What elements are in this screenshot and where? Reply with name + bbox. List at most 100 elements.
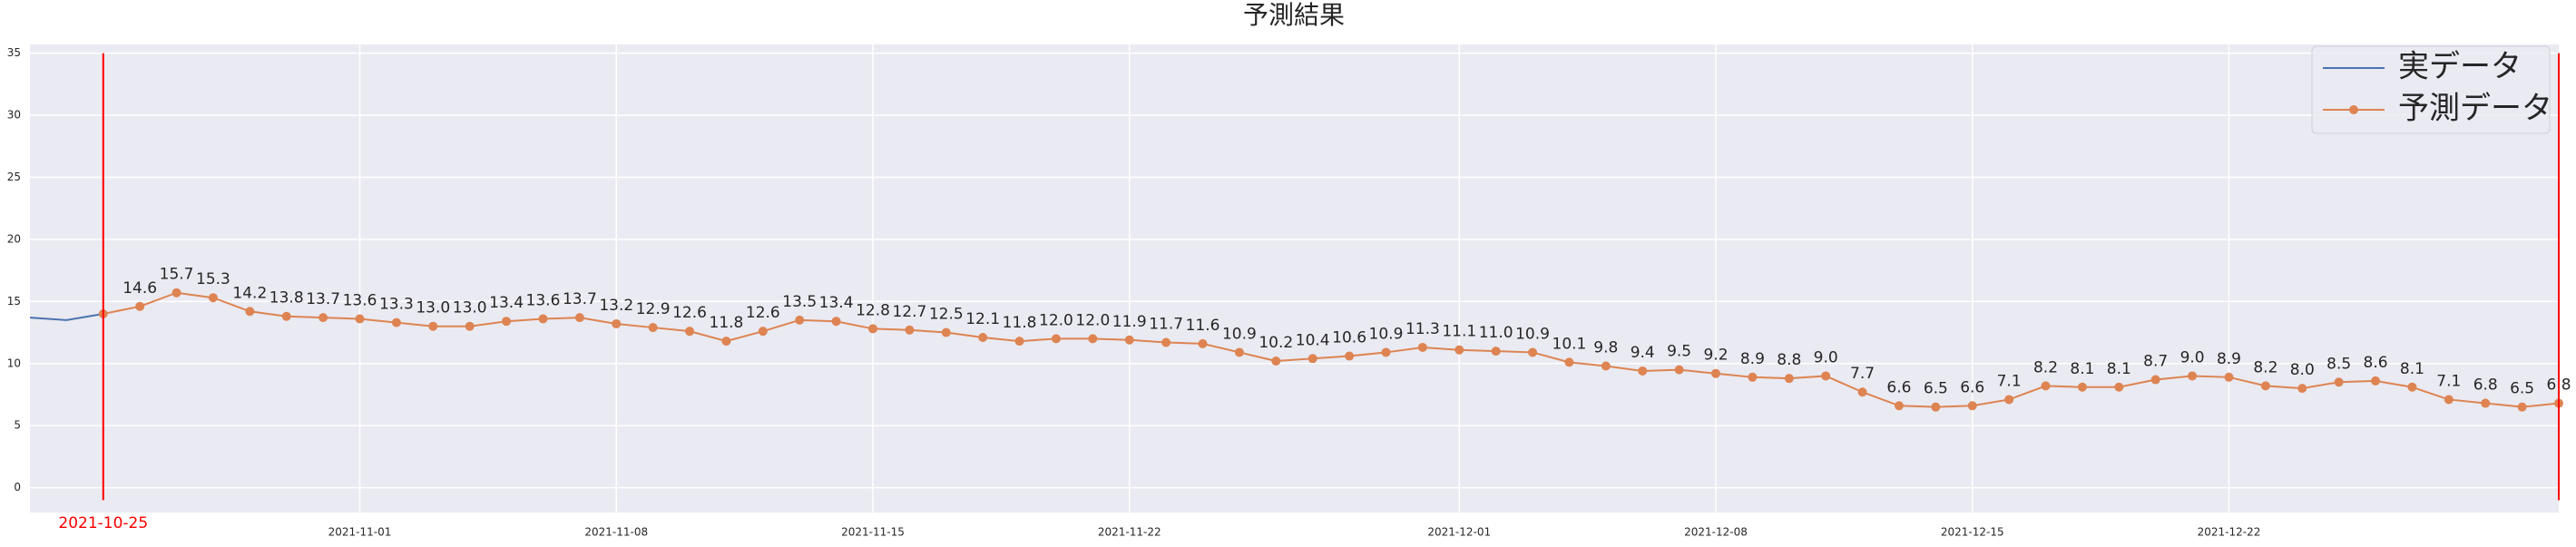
point [1748,372,1758,382]
point [2444,395,2454,405]
line [29,313,103,321]
point [1821,371,1831,381]
data-label: 13.7 [563,290,597,308]
point [171,288,181,298]
data-label: 8.2 [2253,358,2277,376]
legend-label: 予測データ [2398,91,2552,127]
data-label: 6.5 [1924,380,1948,398]
y-tick-label: 25 [7,171,21,183]
point [2004,395,2014,405]
point [1601,361,1611,371]
point [2371,376,2381,386]
data-label: 14.6 [122,279,157,298]
point [2041,381,2051,391]
point [281,311,291,321]
data-label: 6.5 [2510,380,2534,398]
point [1014,337,1024,347]
y-tick-label: 15 [7,295,21,308]
data-label: 14.2 [232,284,267,302]
x-tick-label: 2021-11-15 [841,526,905,539]
data-label: 6.8 [2473,376,2498,395]
point [208,293,218,303]
data-label: 8.2 [2033,358,2058,376]
point [2517,402,2527,412]
point [502,317,512,327]
data-label: 9.2 [1703,347,1728,365]
data-label: 10.4 [1296,331,1330,349]
point [868,324,877,334]
data-label: 11.8 [710,314,744,332]
data-label: 6.6 [1960,378,1984,396]
point [978,333,988,343]
data-label: 12.7 [892,303,926,321]
point [2260,381,2270,391]
point [1271,357,1281,366]
data-label: 13.3 [379,296,414,314]
data-label: 13.4 [489,294,524,312]
point [2297,384,2307,394]
point [831,317,841,327]
x-tick-label: 2021-11-08 [584,526,648,539]
point [574,313,584,323]
point [1638,366,1648,376]
data-label: 13.0 [416,299,450,317]
point [391,317,401,327]
data-label: 11.3 [1406,320,1440,338]
data-label: 15.7 [160,266,194,284]
point [758,327,768,337]
y-tick-label: 5 [14,419,21,432]
point [1857,387,1867,397]
point [465,321,475,331]
point [428,321,438,331]
point [2334,377,2344,387]
point [1088,334,1098,344]
point [1491,347,1501,357]
annotation: 2021-10-25 [58,514,148,532]
data-label: 8.9 [2217,350,2241,368]
point [1345,351,1355,361]
y-tick-label: 35 [7,46,21,59]
point [2077,382,2087,392]
data-label: 11.9 [1112,313,1147,331]
y-tick-label: 30 [7,109,21,122]
point [1711,368,1720,378]
data-label: 10.9 [1222,325,1257,343]
data-label: 9.0 [2180,348,2205,366]
data-label: 8.0 [2290,361,2315,379]
point [2481,398,2491,408]
point [795,315,805,325]
point [1528,347,1538,357]
data-label: 8.1 [2400,360,2424,378]
x-tick-label: 2021-11-01 [328,526,392,539]
point [648,323,658,333]
point [685,327,695,337]
data-label: 8.9 [1740,350,1765,368]
line [103,291,2560,408]
point [1417,342,1427,352]
data-label: 9.0 [1814,348,1838,366]
data-label: 7.7 [1850,365,1875,383]
data-label: 11.8 [1003,314,1037,332]
data-label: 13.7 [306,290,340,308]
data-label: 15.3 [196,270,230,288]
data-label: 6.6 [1886,378,1911,396]
data-label: 12.8 [856,301,890,319]
x-tick-label: 2021-12-01 [1427,526,1491,539]
point [1967,401,1977,411]
point [721,337,731,347]
point [1894,401,1904,411]
point [905,325,915,335]
point [2407,382,2417,392]
data-label: 8.7 [2143,353,2168,371]
x-tick-label: 2021-12-15 [1941,526,2004,539]
data-label: 12.6 [746,304,780,322]
point [1198,338,1208,348]
legend-label: 実データ [2398,49,2522,85]
data-label: 12.9 [636,300,671,318]
data-label: 10.2 [1259,334,1293,352]
data-label: 9.5 [1667,343,1691,361]
x-tick-label: 2021-12-22 [2198,526,2261,539]
point [612,318,622,328]
